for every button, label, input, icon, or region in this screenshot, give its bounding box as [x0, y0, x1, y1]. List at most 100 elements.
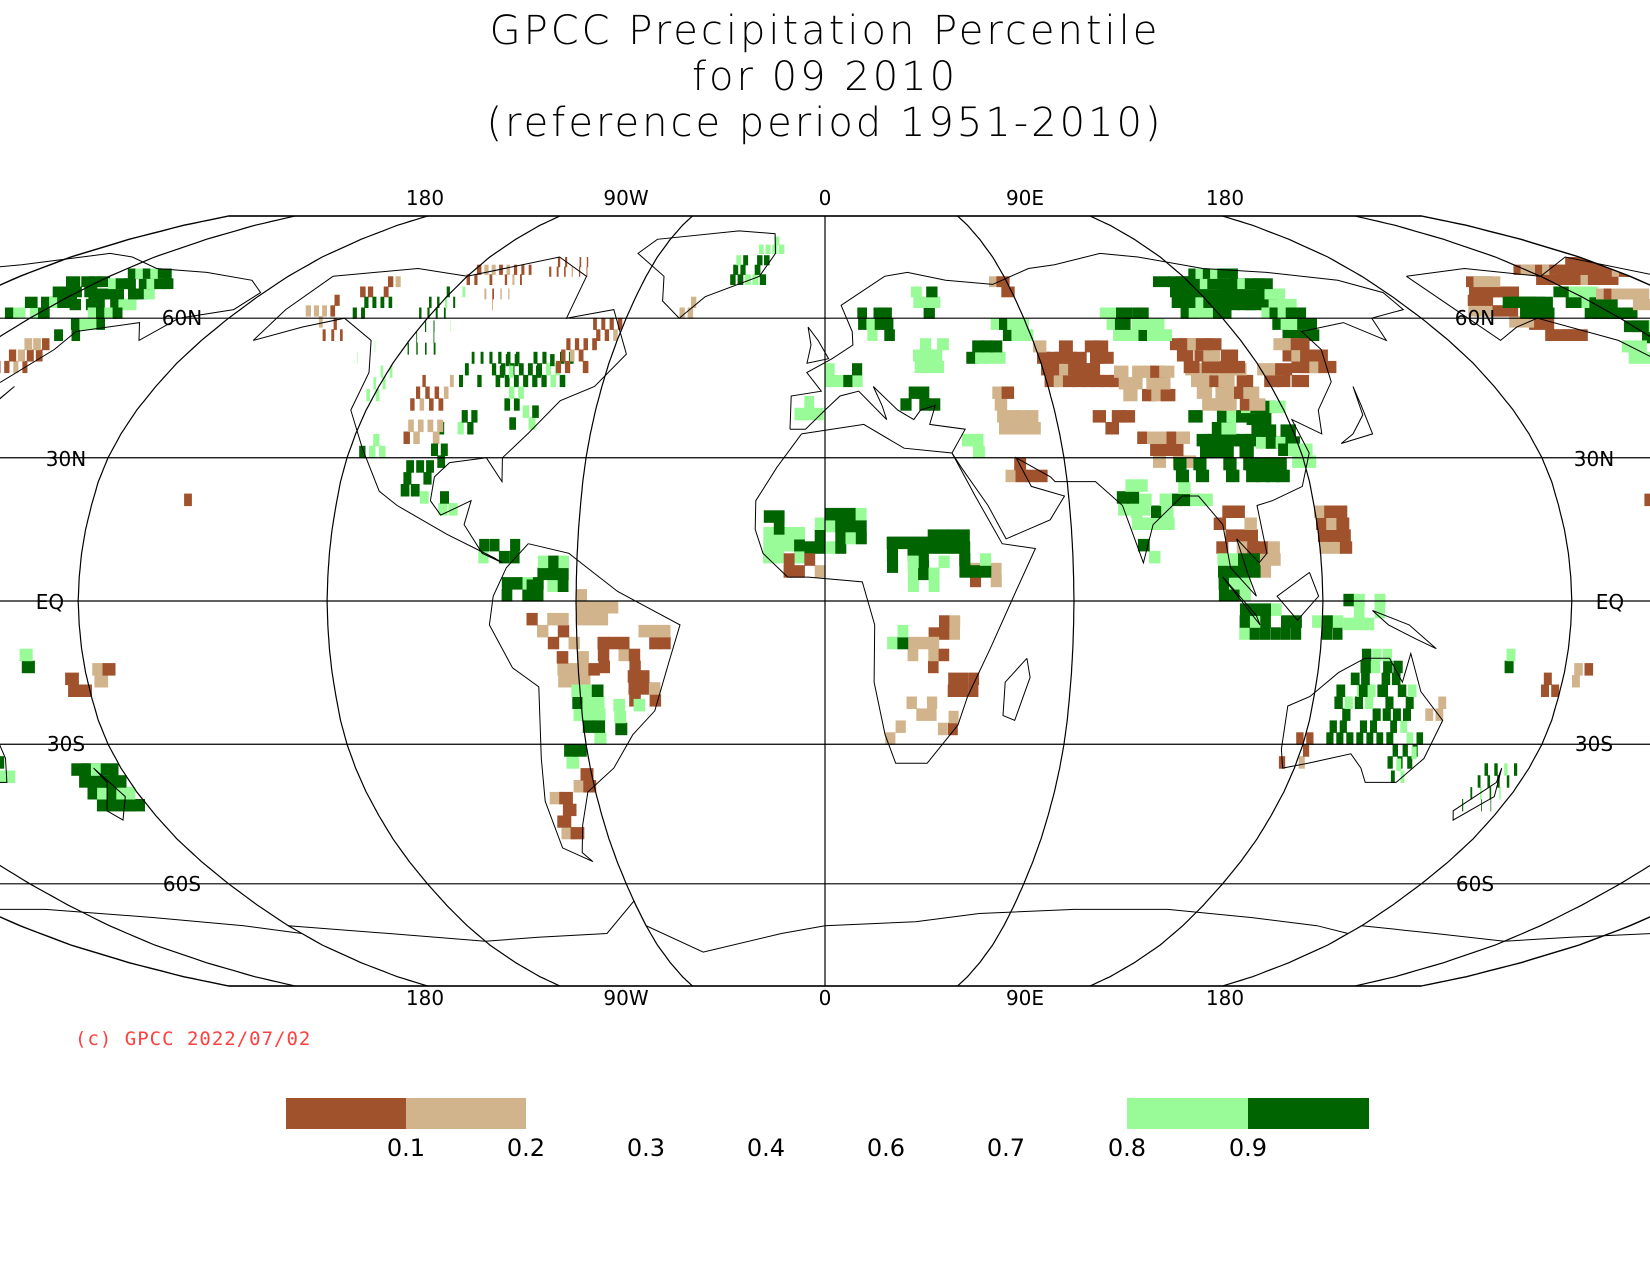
precip-cell — [1139, 318, 1156, 330]
precip-cell — [400, 484, 410, 497]
precip-cell — [581, 684, 594, 697]
precip-cell — [1229, 589, 1241, 602]
precip-cell — [1176, 431, 1190, 444]
precip-cell — [571, 684, 584, 697]
precip-cell — [913, 349, 925, 362]
precip-cell — [417, 419, 424, 433]
precip-cell — [547, 636, 560, 650]
lat-label-right-30s: 30S — [1575, 732, 1613, 756]
precip-cell — [574, 744, 587, 757]
precip-cell — [1135, 479, 1148, 492]
precip-cell — [586, 612, 598, 626]
precip-cell — [1213, 517, 1227, 530]
copyright-notice: (c) GPCC 2022/07/02 — [75, 1028, 312, 1050]
precip-cell — [1086, 363, 1101, 376]
precip-cell — [1238, 565, 1251, 578]
precip-cell — [773, 550, 785, 564]
precip-cell — [969, 565, 981, 578]
precip-cell — [459, 374, 463, 388]
precip-cell — [855, 507, 867, 521]
precip-cell — [504, 274, 508, 285]
precip-cell — [49, 296, 62, 308]
precip-cell — [618, 648, 630, 662]
precip-cell — [492, 288, 494, 300]
precip-cell — [361, 307, 365, 319]
precip-cell — [1642, 331, 1650, 344]
precip-cell — [918, 386, 930, 399]
precip-cell — [874, 318, 885, 330]
precip-cell — [1228, 360, 1246, 374]
precip-cell — [1225, 529, 1238, 542]
precip-cell — [508, 288, 510, 300]
precip-cell — [1121, 410, 1136, 423]
precip-cell — [970, 574, 982, 588]
coastline — [252, 256, 627, 564]
precip-cell — [930, 349, 943, 362]
precip-cell — [380, 296, 385, 308]
precip-cell — [484, 288, 487, 300]
precip-cell — [1005, 469, 1018, 483]
precip-cell — [1363, 617, 1375, 631]
precip-cell — [923, 360, 936, 374]
coastline — [1372, 610, 1437, 650]
precip-cell — [609, 318, 614, 330]
precip-cell — [558, 555, 569, 569]
precip-cell — [1336, 517, 1350, 530]
precip-cell — [763, 538, 775, 552]
precip-cell — [1361, 648, 1372, 662]
precip-cell — [1025, 410, 1039, 423]
precip-cell — [921, 296, 933, 308]
precip-cell — [108, 278, 121, 290]
precip-cell — [1249, 398, 1266, 411]
precip-cell — [948, 529, 960, 542]
precip-cell — [907, 536, 919, 550]
precip-cell — [794, 527, 805, 540]
precip-cell — [1298, 756, 1305, 769]
precip-cell — [1467, 294, 1494, 306]
precip-cell — [1092, 410, 1106, 423]
precip-cell — [1249, 615, 1261, 628]
precip-cell — [858, 318, 868, 330]
precip-cell — [628, 648, 641, 662]
precip-cell — [1382, 708, 1391, 721]
precip-cell — [835, 529, 847, 542]
precip-cell — [104, 307, 115, 319]
precip-cell — [1155, 377, 1171, 390]
precip-cell — [825, 541, 836, 554]
precip-cell — [804, 553, 816, 566]
precip-cell — [733, 264, 739, 275]
precip-cell — [928, 541, 940, 554]
precip-cell — [597, 648, 610, 662]
precip-cell — [532, 577, 544, 590]
precip-cell — [410, 484, 420, 497]
precip-cell — [558, 567, 569, 581]
precip-cell — [958, 684, 969, 697]
precip-cell — [71, 329, 81, 341]
precip-cell — [1379, 684, 1388, 697]
precip-cell — [1148, 318, 1165, 330]
precip-cell — [857, 307, 867, 319]
precip-cell — [990, 574, 1002, 588]
precip-cell — [938, 541, 950, 554]
precip-cell — [629, 660, 641, 674]
precip-cell — [42, 338, 50, 351]
precip-cell — [521, 264, 525, 275]
precip-cell — [1058, 340, 1073, 353]
precip-cell — [1406, 732, 1414, 745]
precip-cell — [564, 360, 571, 374]
precip-cell — [94, 298, 105, 311]
precip-cell — [613, 329, 618, 341]
precip-cell — [500, 288, 502, 300]
precip-cell — [33, 338, 41, 351]
precip-cell — [1243, 386, 1260, 399]
precip-cell — [591, 684, 604, 697]
precip-cell — [928, 579, 940, 592]
precip-cell — [959, 553, 971, 566]
precip-cell — [437, 296, 440, 308]
precip-cell — [480, 351, 484, 364]
precip-cell — [588, 663, 600, 676]
precip-cell — [1001, 386, 1015, 399]
precip-cell — [557, 612, 569, 626]
precip-cell — [1356, 732, 1364, 745]
precip-cell — [958, 672, 969, 686]
